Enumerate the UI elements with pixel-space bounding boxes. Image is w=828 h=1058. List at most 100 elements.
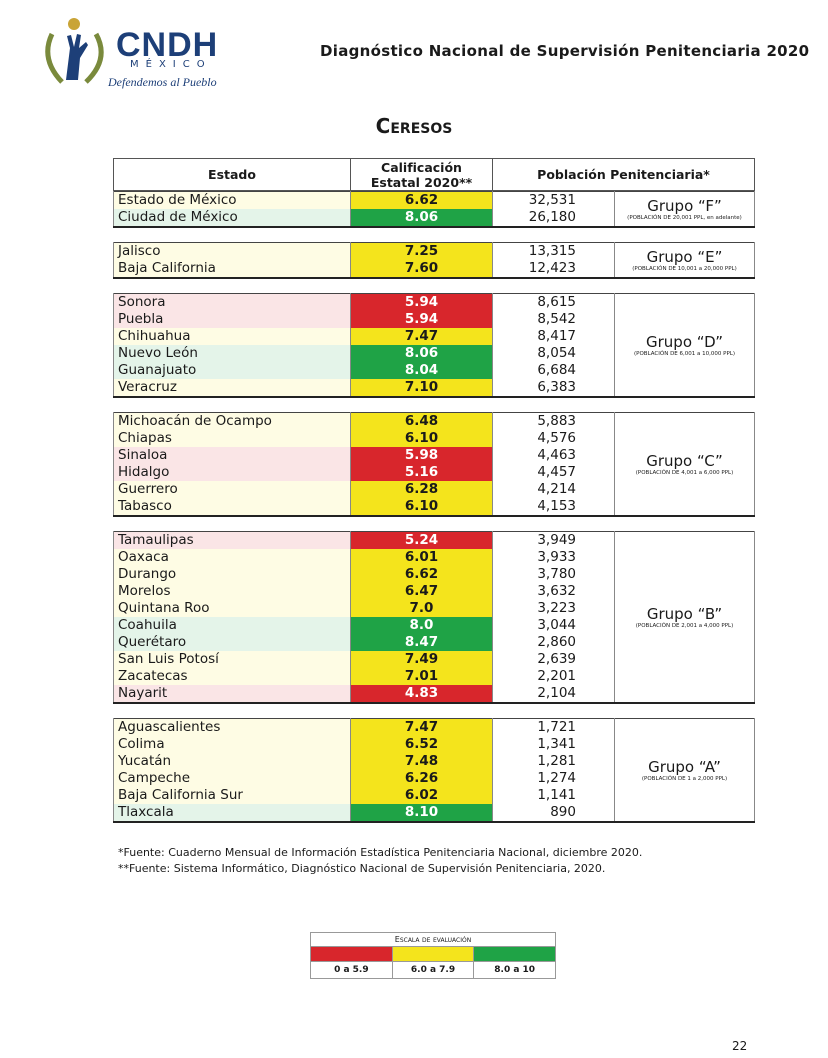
- legend-swatches: [311, 947, 556, 961]
- population: 4,463: [492, 447, 615, 464]
- row: Baja California 7.60 12,423: [113, 260, 755, 278]
- row: Campeche 6.26 1,274: [113, 770, 755, 787]
- row: Coahuila 8.0 3,044: [113, 617, 755, 634]
- state: Morelos: [113, 583, 351, 600]
- population: 1,721: [492, 718, 615, 736]
- row: Hidalgo 5.16 4,457: [113, 464, 755, 481]
- score: 6.02: [350, 787, 493, 804]
- score: 5.24: [350, 531, 493, 549]
- legend-label: 0 a 5.9: [311, 961, 393, 978]
- score: 6.10: [350, 430, 493, 447]
- group-table: Michoacán de Ocampo 6.48 5,883 Grupo “C” (PO…: [113, 412, 755, 517]
- row: Baja California Sur 6.02 1,141: [113, 787, 755, 804]
- population: 4,214: [492, 481, 615, 498]
- group-name: Grupo “E”: [646, 247, 723, 266]
- row: Ciudad de México 8.06 26,180: [113, 209, 755, 227]
- document-title: Diagnóstico Nacional de Supervisión Peni…: [320, 42, 810, 60]
- group-cell: Grupo “D” (POBLACIÓN DE 6,001 a 10,000 PP…: [614, 293, 755, 397]
- population: 4,457: [492, 464, 615, 481]
- legend-label: 6.0 a 7.9: [392, 961, 475, 978]
- state: Yucatán: [113, 753, 351, 770]
- state: Quintana Roo: [113, 600, 351, 617]
- state: Colima: [113, 736, 351, 753]
- table-header: Estado Calificación Estatal 2020** Poblaci…: [113, 158, 755, 191]
- state: Jalisco: [113, 242, 351, 260]
- row: Aguascalientes 7.47 1,721 Grupo “A” (POBLACI…: [113, 718, 755, 822]
- row: Tlaxcala 8.10 890: [113, 804, 755, 822]
- column-header: Población Penitenciaria*: [492, 158, 755, 191]
- group-note: (POBLACIÓN DE 20,001 PPL, en adelante): [627, 214, 742, 221]
- legend-title: Escala de evaluación: [311, 933, 555, 947]
- score: 5.94: [350, 293, 493, 311]
- state: Coahuila: [113, 617, 351, 634]
- row: Guanajuato 8.04 6,684: [113, 362, 755, 379]
- group-note: (POBLACIÓN DE 6,001 a 10,000 PPL): [634, 350, 735, 357]
- legend-swatch: [311, 947, 393, 961]
- legend: Escala de evaluación 0 a 5.9 6.0 a 7.9 8.0…: [310, 932, 556, 979]
- score: 8.47: [350, 634, 493, 651]
- row: Jalisco 7.25 13,315 Grupo “E” (POBLACIÓN DE …: [113, 242, 755, 278]
- group-table: Sonora 5.94 8,615 Grupo “D” (POBLACIÓN DE 6,…: [113, 293, 755, 398]
- row: Colima 6.52 1,341: [113, 736, 755, 753]
- group-table: Tamaulipas 5.24 3,949 Grupo “B” (POBLACIÓN D…: [113, 531, 755, 704]
- group-table: Estado de México 6.62 32,531 Grupo “F” (POBL…: [113, 191, 755, 228]
- score: 6.10: [350, 498, 493, 516]
- state: Campeche: [113, 770, 351, 787]
- group-note: (POBLACIÓN DE 1 a 2,000 PPL): [641, 775, 728, 782]
- score: 7.49: [350, 651, 493, 668]
- state: Puebla: [113, 311, 351, 328]
- score: 7.0: [350, 600, 493, 617]
- state: San Luis Potosí: [113, 651, 351, 668]
- group-name: Grupo “B”: [646, 604, 723, 623]
- score: 8.04: [350, 362, 493, 379]
- score: 7.25: [350, 242, 493, 260]
- score: 6.62: [350, 566, 493, 583]
- row: Puebla 5.94 8,542: [113, 311, 755, 328]
- population: 12,423: [492, 260, 615, 278]
- score: 8.06: [350, 345, 493, 362]
- score: 7.60: [350, 260, 493, 278]
- row: Sinaloa 5.98 4,463: [113, 447, 755, 464]
- group-cell: Grupo “B” (POBLACIÓN DE 2,001 a 4,000 PPL…: [614, 531, 755, 703]
- population: 2,201: [492, 668, 615, 685]
- row: Chihuahua 7.47 8,417: [113, 328, 755, 345]
- logo-emblem: [45, 18, 104, 84]
- group-note: (POBLACIÓN DE 2,001 a 4,000 PPL): [635, 622, 734, 629]
- population: 3,949: [492, 531, 615, 549]
- row: Quintana Roo 7.0 3,223: [113, 600, 755, 617]
- score: 6.26: [350, 770, 493, 787]
- state: Tamaulipas: [113, 531, 351, 549]
- group-cell: Grupo “F” (POBLACIÓN DE 20,001 PPL, en ad…: [614, 191, 755, 227]
- group-name: Grupo “D”: [646, 332, 723, 351]
- row: Estado de México 6.62 32,531 Grupo “F” (POBL…: [113, 191, 755, 227]
- population: 1,341: [492, 736, 615, 753]
- population: 1,274: [492, 770, 615, 787]
- row: Zacatecas 7.01 2,201: [113, 668, 755, 685]
- footnote: **Fuente: Sistema Informático, Diagnósti…: [118, 862, 606, 875]
- state: Guerrero: [113, 481, 351, 498]
- population: 3,933: [492, 549, 615, 566]
- state: Nuevo León: [113, 345, 351, 362]
- legend-labels: 0 a 5.9 6.0 a 7.9 8.0 a 10: [311, 961, 556, 978]
- state: Oaxaca: [113, 549, 351, 566]
- state: Zacatecas: [113, 668, 351, 685]
- population: 8,417: [492, 328, 615, 345]
- group-cell: Grupo “C” (POBLACIÓN DE 4,001 a 6,000 PPL…: [614, 412, 755, 516]
- state: Estado de México: [113, 191, 351, 209]
- state: Chiapas: [113, 430, 351, 447]
- population: 3,780: [492, 566, 615, 583]
- row: Durango 6.62 3,780: [113, 566, 755, 583]
- population: 1,281: [492, 753, 615, 770]
- score: 5.94: [350, 311, 493, 328]
- score: 8.0: [350, 617, 493, 634]
- state: Querétaro: [113, 634, 351, 651]
- header-row: Estado Calificación Estatal 2020** Poblaci…: [113, 158, 755, 191]
- population: 32,531: [492, 191, 615, 209]
- population: 6,684: [492, 362, 615, 379]
- population: 890: [492, 804, 615, 822]
- score: 6.28: [350, 481, 493, 498]
- state: Sinaloa: [113, 447, 351, 464]
- row: Tamaulipas 5.24 3,949 Grupo “B” (POBLACIÓN D…: [113, 531, 755, 703]
- section-title: Ceresos: [375, 114, 453, 138]
